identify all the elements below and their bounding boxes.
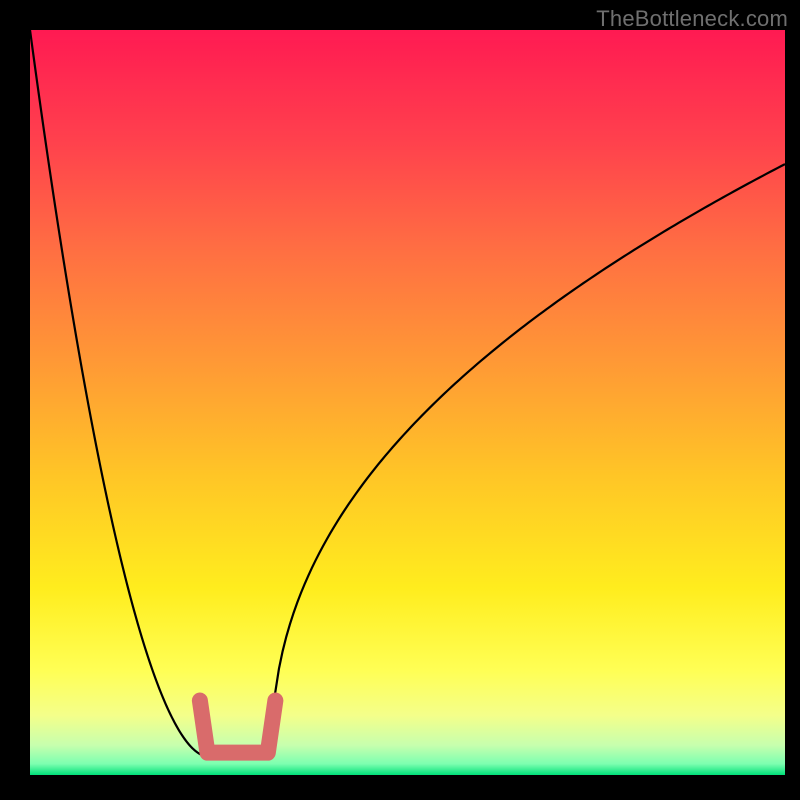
chart-plot-area [30,30,785,775]
chart-frame: TheBottleneck.com [0,0,800,800]
watermark-text: TheBottleneck.com [596,6,788,32]
